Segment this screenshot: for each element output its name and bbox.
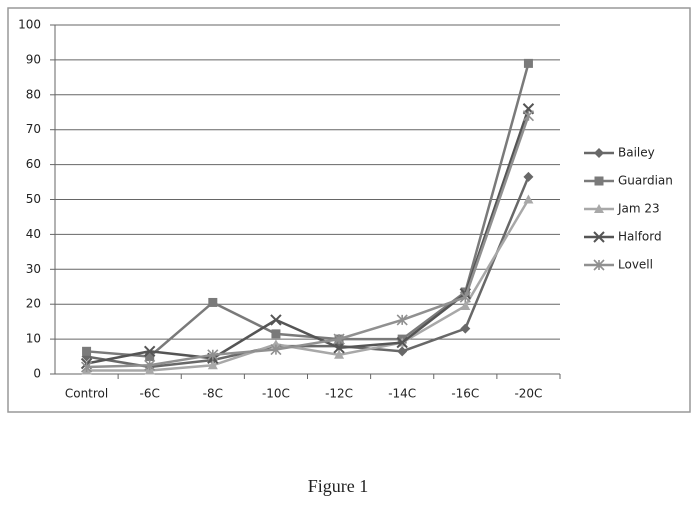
series-line (86, 63, 530, 358)
y-tick-label: 20 (26, 297, 41, 311)
legend-label: Jam 23 (617, 202, 660, 216)
marker (270, 314, 282, 326)
legend-label: Guardian (618, 174, 673, 188)
x-tick-label: -6C (140, 387, 160, 401)
marker (594, 148, 604, 158)
series-line (86, 198, 530, 372)
marker (397, 346, 408, 357)
marker (523, 171, 534, 182)
legend-label: Bailey (618, 146, 655, 160)
x-tick-label: -8C (203, 387, 223, 401)
marker (271, 329, 281, 339)
y-tick-label: 30 (26, 262, 41, 276)
x-tick-label: -16C (451, 387, 479, 401)
marker (270, 344, 282, 356)
marker (396, 314, 408, 326)
marker (207, 360, 218, 370)
marker (207, 349, 219, 361)
marker (145, 352, 155, 362)
marker (208, 297, 218, 307)
y-tick-label: 60 (26, 157, 41, 171)
marker (396, 336, 408, 349)
x-tick-label: Control (65, 387, 108, 401)
y-tick-label: 100 (18, 18, 41, 32)
x-tick-label: -10C (262, 387, 290, 401)
y-tick-label: 80 (26, 87, 41, 101)
marker (523, 194, 534, 204)
series-line (86, 115, 530, 369)
marker (82, 346, 92, 356)
y-tick-label: 70 (26, 122, 41, 136)
marker (333, 333, 345, 345)
marker (334, 349, 345, 359)
chart-frame (7, 7, 691, 413)
marker (459, 291, 471, 303)
marker (144, 359, 156, 371)
y-tick-label: 10 (26, 332, 41, 346)
series-line (86, 108, 530, 365)
marker (593, 231, 605, 243)
marker (333, 342, 345, 354)
series-line (86, 176, 530, 369)
marker (594, 176, 604, 186)
marker (80, 361, 93, 373)
x-tick-label: -12C (325, 387, 353, 401)
marker (460, 300, 471, 310)
y-tick-label: 50 (26, 192, 41, 206)
marker (593, 259, 605, 271)
y-tick-label: 90 (26, 52, 41, 66)
marker (143, 345, 156, 358)
x-tick-label: -20C (514, 387, 542, 401)
marker (594, 204, 604, 213)
marker (460, 323, 471, 334)
figure-caption: Figure 1 (308, 476, 369, 496)
marker (522, 110, 535, 122)
legend-label: Halford (618, 230, 662, 244)
y-tick-label: 0 (33, 367, 41, 381)
x-tick-label: -14C (388, 387, 416, 401)
y-tick-label: 40 (26, 227, 41, 241)
marker (523, 58, 533, 68)
legend-label: Lovell (618, 258, 653, 272)
